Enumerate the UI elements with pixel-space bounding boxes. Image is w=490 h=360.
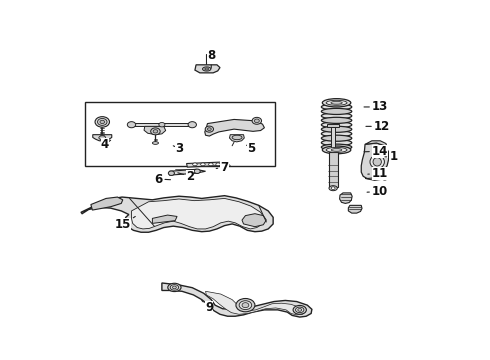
Ellipse shape — [127, 122, 136, 128]
Ellipse shape — [321, 131, 352, 137]
Ellipse shape — [252, 117, 262, 124]
Text: 15: 15 — [115, 216, 135, 231]
Ellipse shape — [298, 309, 302, 311]
Ellipse shape — [209, 163, 213, 166]
Ellipse shape — [321, 104, 352, 110]
Ellipse shape — [159, 122, 165, 127]
Ellipse shape — [153, 130, 158, 133]
Polygon shape — [229, 135, 245, 142]
Ellipse shape — [216, 163, 220, 166]
Polygon shape — [93, 135, 112, 141]
Text: 4: 4 — [101, 138, 111, 151]
Ellipse shape — [194, 169, 200, 174]
Ellipse shape — [322, 99, 351, 107]
Ellipse shape — [95, 117, 109, 127]
Polygon shape — [162, 283, 312, 317]
Polygon shape — [144, 126, 166, 135]
Polygon shape — [242, 214, 267, 227]
Ellipse shape — [331, 149, 342, 151]
Ellipse shape — [170, 285, 178, 290]
Text: 14: 14 — [364, 145, 389, 158]
Polygon shape — [81, 195, 273, 232]
Bar — [329, 152, 338, 187]
Polygon shape — [365, 175, 386, 180]
Ellipse shape — [152, 141, 158, 144]
Ellipse shape — [168, 283, 181, 292]
Polygon shape — [205, 120, 265, 136]
Polygon shape — [361, 143, 389, 179]
Ellipse shape — [151, 128, 160, 135]
Ellipse shape — [193, 163, 197, 166]
Polygon shape — [206, 291, 304, 315]
Ellipse shape — [236, 298, 255, 312]
Text: 12: 12 — [366, 120, 390, 133]
Ellipse shape — [169, 171, 174, 175]
Polygon shape — [195, 65, 220, 73]
Polygon shape — [131, 123, 192, 126]
Polygon shape — [131, 198, 265, 229]
Polygon shape — [187, 162, 227, 167]
Ellipse shape — [232, 135, 242, 140]
Ellipse shape — [242, 303, 249, 308]
Text: 1: 1 — [385, 150, 397, 163]
Polygon shape — [152, 215, 177, 223]
Text: 7: 7 — [216, 161, 229, 174]
Ellipse shape — [321, 108, 352, 114]
Polygon shape — [348, 205, 362, 213]
Text: 11: 11 — [368, 167, 389, 180]
Ellipse shape — [100, 120, 104, 123]
Ellipse shape — [205, 126, 214, 132]
Ellipse shape — [293, 305, 306, 314]
Ellipse shape — [370, 155, 385, 168]
Bar — [327, 123, 339, 127]
Polygon shape — [340, 193, 352, 203]
Ellipse shape — [254, 119, 259, 123]
Ellipse shape — [321, 117, 352, 123]
Ellipse shape — [172, 286, 176, 289]
Ellipse shape — [98, 118, 107, 125]
Ellipse shape — [321, 135, 352, 141]
Bar — [331, 127, 336, 152]
Text: 10: 10 — [367, 185, 389, 198]
Ellipse shape — [321, 126, 352, 132]
Ellipse shape — [326, 100, 347, 105]
Ellipse shape — [207, 128, 211, 131]
Ellipse shape — [331, 102, 342, 104]
Ellipse shape — [382, 176, 388, 180]
Ellipse shape — [205, 68, 209, 70]
Ellipse shape — [326, 148, 347, 152]
Ellipse shape — [99, 136, 106, 140]
Ellipse shape — [321, 144, 352, 150]
Text: 6: 6 — [154, 172, 171, 185]
Ellipse shape — [321, 140, 352, 146]
Polygon shape — [365, 141, 387, 147]
Text: 2: 2 — [178, 170, 195, 183]
Text: 3: 3 — [173, 142, 183, 155]
Text: 8: 8 — [207, 49, 216, 68]
Ellipse shape — [200, 163, 205, 166]
Ellipse shape — [239, 301, 252, 310]
Ellipse shape — [295, 307, 304, 312]
Polygon shape — [170, 169, 206, 175]
Ellipse shape — [373, 158, 381, 166]
Ellipse shape — [331, 187, 335, 190]
Text: 9: 9 — [202, 301, 214, 314]
Ellipse shape — [188, 122, 196, 128]
Ellipse shape — [321, 113, 352, 119]
Text: 13: 13 — [364, 100, 389, 113]
Polygon shape — [91, 197, 123, 210]
Bar — [85, 102, 275, 166]
Ellipse shape — [322, 146, 351, 154]
Ellipse shape — [329, 186, 337, 191]
Text: 5: 5 — [246, 142, 255, 155]
Ellipse shape — [321, 122, 352, 128]
Ellipse shape — [202, 67, 211, 71]
